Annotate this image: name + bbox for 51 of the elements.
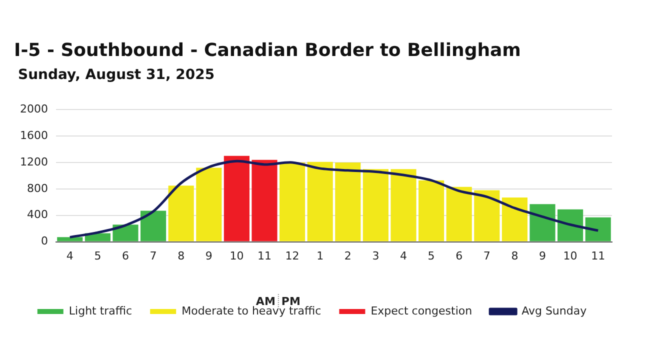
x-tick-label: 11: [591, 249, 606, 262]
line-series: [68, 160, 600, 238]
bar: [362, 169, 388, 242]
x-tick-label: 6: [122, 249, 129, 262]
y-tick-label: 0: [40, 234, 48, 248]
bar: [335, 162, 361, 242]
bar: [280, 162, 306, 242]
x-tick-label: 10: [230, 249, 244, 262]
bar: [502, 198, 528, 242]
bar: [168, 186, 194, 242]
chart-subtitle: Sunday, August 31, 2025: [18, 67, 216, 83]
bar: [474, 190, 500, 242]
bar: [140, 210, 166, 242]
bar: [390, 169, 416, 242]
y-tick-label: 1600: [20, 128, 48, 142]
bar: [252, 160, 278, 242]
x-tick-label: 8: [511, 249, 518, 262]
x-tick-label: 6: [456, 249, 463, 262]
y-tick-label: 1200: [20, 155, 48, 168]
legend-label: Light traffic: [68, 304, 132, 318]
y-tick-label: 400: [26, 208, 48, 222]
x-tick-label: 5: [428, 249, 435, 262]
x-tick-label: 9: [205, 249, 212, 262]
y-tick-label: 800: [26, 182, 48, 195]
x-tick-label: 4: [400, 249, 407, 262]
x-tick-label: 10: [563, 249, 578, 262]
x-tick-label: 12: [285, 249, 300, 262]
legend-label: Expect congestion: [370, 304, 472, 318]
bar: [196, 168, 222, 242]
x-tick-label: 11: [257, 249, 272, 262]
bar: [558, 209, 584, 242]
chart-title: I-5 - Southbound - Canadian Border to Bellingham: [14, 40, 522, 61]
bar: [530, 204, 556, 242]
x-tick-label: 4: [66, 249, 74, 262]
bar: [585, 217, 611, 242]
bar: [307, 162, 333, 242]
x-tick-label: 3: [372, 249, 380, 262]
x-tick-label: 8: [178, 249, 185, 262]
bar: [57, 237, 83, 242]
x-tick-label: 7: [150, 249, 157, 262]
y-tick-label: 2000: [20, 102, 48, 116]
bar: [418, 180, 444, 242]
bar: [112, 224, 138, 242]
x-tick-label: 2: [344, 249, 352, 262]
legend-label: Avg Sunday: [522, 304, 588, 318]
bar: [446, 186, 472, 242]
x-tick-label: 1: [316, 249, 324, 262]
x-tick-label: 5: [94, 249, 102, 262]
x-tick-label: 7: [483, 249, 490, 262]
bar: [224, 156, 250, 242]
x-tick-label: 9: [539, 249, 546, 262]
